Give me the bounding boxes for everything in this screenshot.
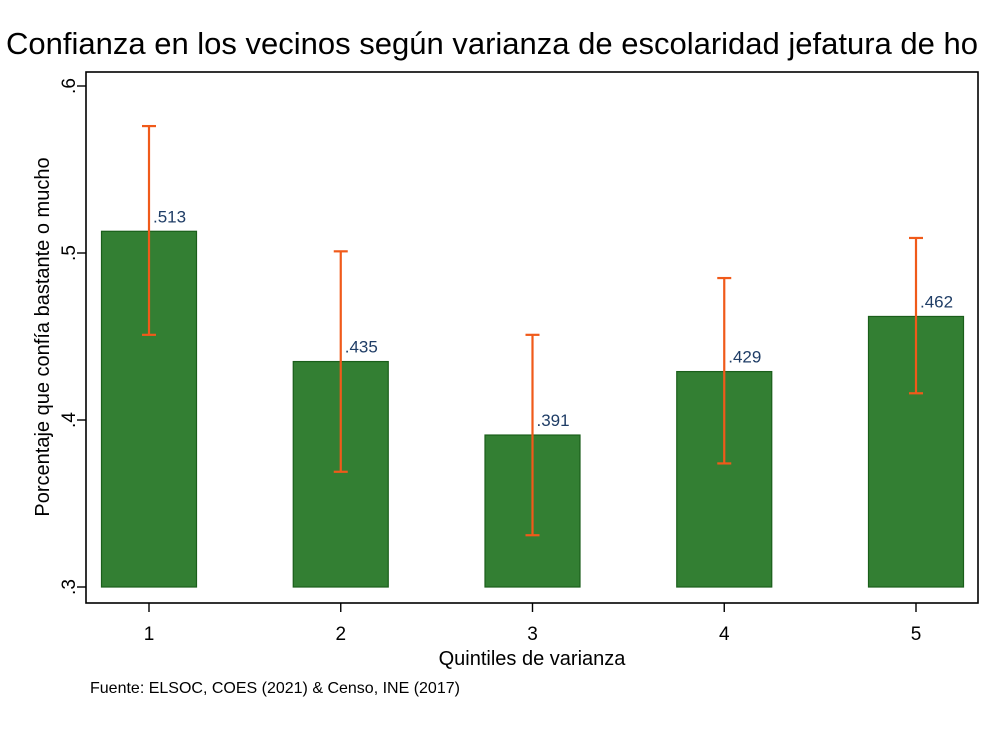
- y-axis: .3 .4 .5 .6: [59, 78, 86, 595]
- x-axis: 1 2 3 4 5: [144, 603, 922, 645]
- data-label-2: .435: [345, 338, 378, 357]
- y-tick-label-.3: .3: [59, 579, 80, 595]
- y-tick-label-.5: .5: [59, 245, 80, 261]
- x-tick-label-3: 3: [527, 624, 538, 645]
- y-axis-title: Porcentaje que confía bastante o mucho: [32, 157, 54, 516]
- chart-title: Confianza en los vecinos según varianza …: [6, 26, 978, 61]
- y-tick-label-.6: .6: [59, 78, 80, 94]
- error-bar-1: [142, 124, 156, 336]
- data-label-5: .462: [920, 292, 953, 311]
- error-bar-3: [525, 333, 540, 537]
- error-bar-2: [333, 250, 348, 473]
- error-bar-5: [909, 236, 923, 395]
- x-tick-label-1: 1: [144, 624, 155, 645]
- source-note: Fuente: ELSOC, COES (2021) & Censo, INE …: [90, 680, 460, 697]
- data-label-4: .429: [728, 348, 761, 367]
- data-label-3: .391: [537, 411, 570, 430]
- x-tick-label-5: 5: [911, 624, 922, 645]
- data-label-1: .513: [153, 207, 186, 226]
- x-tick-label-4: 4: [719, 624, 730, 645]
- error-bars-layer: [142, 124, 923, 537]
- error-bar-4: [717, 276, 732, 465]
- data-labels-layer: .513 .435 .391 .429 .462: [153, 207, 953, 430]
- y-tick-label-.4: .4: [59, 412, 80, 428]
- x-tick-label-2: 2: [335, 624, 346, 645]
- x-axis-title: Quintiles de varianza: [439, 648, 627, 670]
